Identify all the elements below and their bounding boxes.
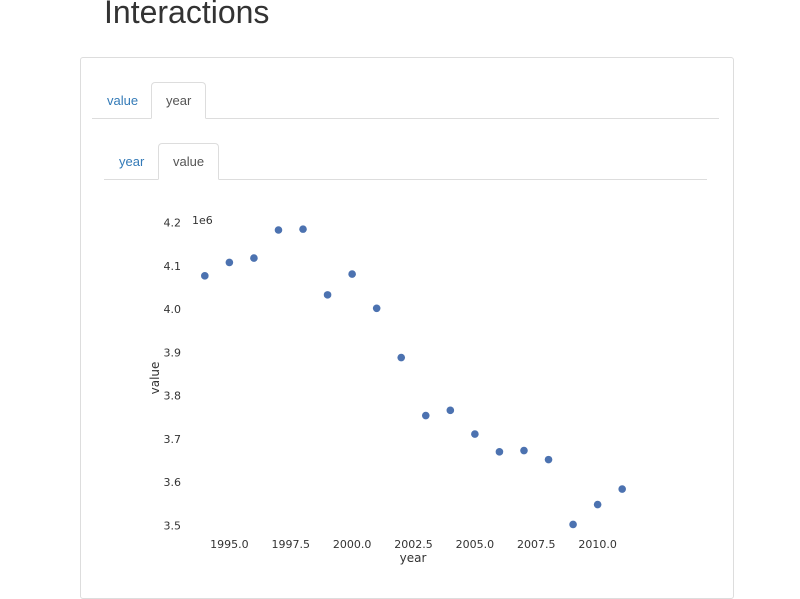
x-axis-label: year <box>400 551 427 565</box>
tab-outer-value[interactable]: value <box>107 93 139 108</box>
tab-inner-value[interactable]: value <box>158 143 220 180</box>
scatter-plot: 3.5 3.6 3.7 3.8 3.9 4.0 4.1 4.2 1995.0 1997.5 2000… <box>148 214 626 565</box>
y-offset-label: 1e6 <box>192 214 213 227</box>
data-point <box>618 485 626 493</box>
data-point <box>593 500 602 509</box>
data-point <box>323 291 332 299</box>
y-tick-label: 3.5 <box>164 519 182 532</box>
y-tick-label: 4.1 <box>164 260 182 273</box>
y-tick-label: 3.8 <box>164 390 182 403</box>
interactions-panel: value year year value <box>80 57 734 599</box>
x-tick-label: 1995.0 <box>210 538 249 551</box>
y-tick-label: 3.6 <box>164 476 182 489</box>
inner-tab-bar: year value <box>104 143 707 180</box>
data-point <box>520 446 528 455</box>
x-tick-label: 2002.5 <box>394 538 433 551</box>
data-point <box>299 225 307 233</box>
y-tick-label: 4.2 <box>164 217 182 230</box>
x-tick-label: 2007.5 <box>517 538 556 551</box>
y-tick-label: 3.7 <box>164 433 182 446</box>
data-point <box>372 304 381 313</box>
tab-outer-year[interactable]: year <box>151 82 207 119</box>
tab-inner-year[interactable]: year <box>119 154 145 169</box>
data-point <box>250 254 258 262</box>
x-tick-label: 2000.0 <box>333 538 372 551</box>
y-tick-label: 4.0 <box>164 303 182 316</box>
y-axis-label: value <box>148 362 162 395</box>
data-point <box>225 258 234 267</box>
data-point <box>421 411 430 420</box>
data-point <box>201 272 209 280</box>
data-point <box>397 353 406 362</box>
data-point <box>544 455 553 464</box>
data-point <box>446 406 455 415</box>
data-point <box>569 520 577 529</box>
data-point <box>471 430 479 438</box>
y-tick-label: 3.9 <box>164 346 182 359</box>
x-tick-label: 2010.0 <box>578 538 617 551</box>
data-point <box>495 448 504 456</box>
x-tick-label: 2005.0 <box>456 538 495 551</box>
outer-tab-bar: value year <box>92 82 719 119</box>
data-point <box>348 270 356 278</box>
page-title: Interactions <box>104 0 270 30</box>
x-tick-label: 1997.5 <box>271 538 310 551</box>
data-point <box>274 226 283 234</box>
